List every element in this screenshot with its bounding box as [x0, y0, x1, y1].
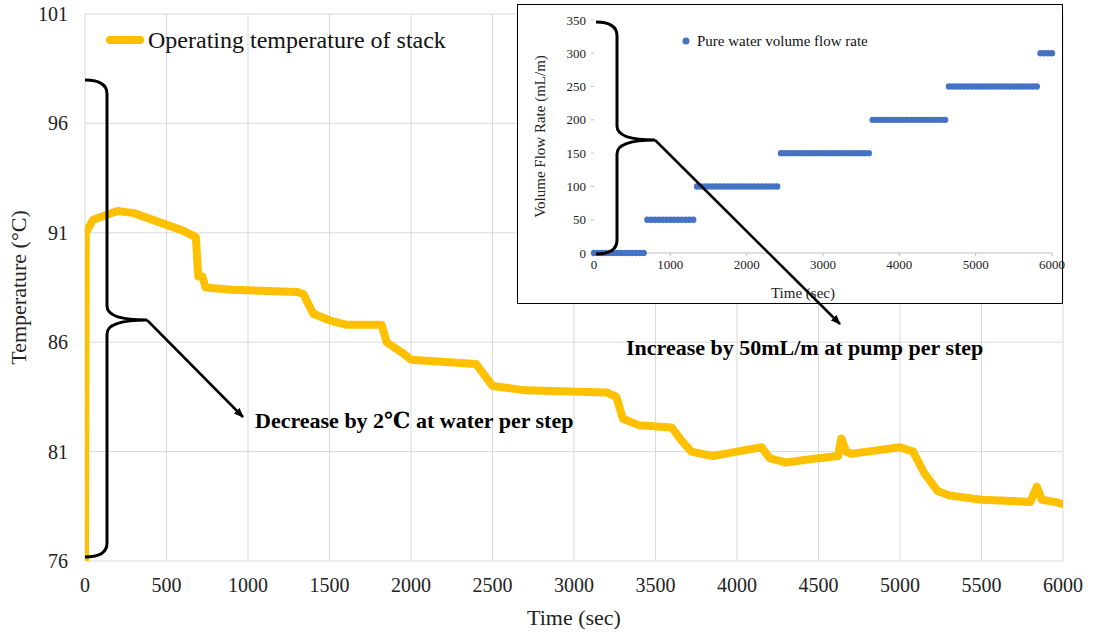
x-tick-label: 2500 [473, 574, 513, 596]
arrow [147, 320, 243, 417]
x-tick-label: 0 [80, 574, 90, 596]
tick [899, 253, 900, 256]
inset-frame [518, 5, 1063, 304]
y-tick-label: 250 [567, 79, 587, 94]
tick [1052, 253, 1053, 256]
x-tick-label: 4500 [799, 574, 839, 596]
legend-key [683, 38, 690, 45]
tick [823, 253, 824, 256]
y-tick-label: 150 [567, 146, 587, 161]
y-tick-label: 81 [48, 441, 68, 463]
x-tick-label: 0 [591, 257, 598, 272]
grid-line [85, 561, 1063, 562]
y-tick-label: 0 [580, 246, 587, 261]
x-tick-label: 1000 [228, 574, 268, 596]
x-tick-label: 6000 [1039, 257, 1065, 272]
y-tick-label: 200 [567, 112, 587, 127]
grid-line [492, 14, 493, 561]
flow-point [1049, 50, 1055, 56]
flow-point [640, 250, 646, 256]
chart-root: 0500100015002000250030003500400045005000… [0, 0, 1095, 636]
x-tick-label: 3500 [636, 574, 676, 596]
y-axis-title: Temperature (°C) [6, 210, 31, 364]
y-tick-label: 96 [48, 112, 68, 134]
brace [85, 80, 147, 557]
arrow [655, 140, 840, 324]
y-tick-label: 350 [567, 13, 587, 28]
tick [591, 20, 594, 21]
y-tick-label: 86 [48, 331, 68, 353]
grid-line [411, 14, 412, 561]
x-tick-label: 4000 [886, 257, 912, 272]
y-tick-label: 76 [48, 550, 68, 572]
x-tick-label: 5500 [962, 574, 1002, 596]
x-tick-label: 6000 [1043, 574, 1083, 596]
legend-key [110, 36, 140, 44]
grid-line [329, 14, 330, 561]
tick [591, 119, 594, 120]
y-tick-label: 101 [38, 3, 68, 25]
y-axis-title: Volume Flow Rate (mL/m) [532, 55, 549, 218]
x-tick-label: 5000 [963, 257, 989, 272]
tick [591, 186, 594, 187]
y-tick-label: 300 [567, 46, 587, 61]
legend-entry: Operating temperature of stack [148, 27, 446, 53]
x-tick-label: 2000 [734, 257, 760, 272]
legend-entry: Pure water volume flow rate [697, 33, 868, 49]
x-axis-title: Time (sec) [527, 605, 621, 630]
x-tick-label: 500 [152, 574, 182, 596]
flow-point [774, 183, 780, 189]
x-tick-label: 5000 [880, 574, 920, 596]
x-tick-label: 4000 [717, 574, 757, 596]
tick [591, 53, 594, 54]
x-tick-label: 3000 [810, 257, 836, 272]
tick [746, 253, 747, 256]
tick [591, 153, 594, 154]
annotation: Increase by 50mL/m at pump per step [626, 335, 983, 360]
annotation: Decrease by 2℃ at water per step [255, 408, 573, 433]
y-tick-label: 100 [567, 179, 587, 194]
x-tick-label: 2000 [391, 574, 431, 596]
tick [591, 219, 594, 220]
x-tick-label: 1000 [657, 257, 683, 272]
tick [591, 86, 594, 87]
x-tick-label: 3000 [554, 574, 594, 596]
flow-point [942, 117, 948, 123]
inset-data [591, 50, 1055, 256]
flow-point [1034, 83, 1040, 89]
flow-point [866, 150, 872, 156]
y-tick-label: 91 [48, 222, 68, 244]
brace [596, 22, 655, 254]
tick [975, 253, 976, 256]
x-tick-label: 1500 [310, 574, 350, 596]
tick [670, 253, 671, 256]
grid-line [166, 14, 167, 561]
flow-point [690, 217, 696, 223]
y-tick-label: 50 [573, 212, 586, 227]
